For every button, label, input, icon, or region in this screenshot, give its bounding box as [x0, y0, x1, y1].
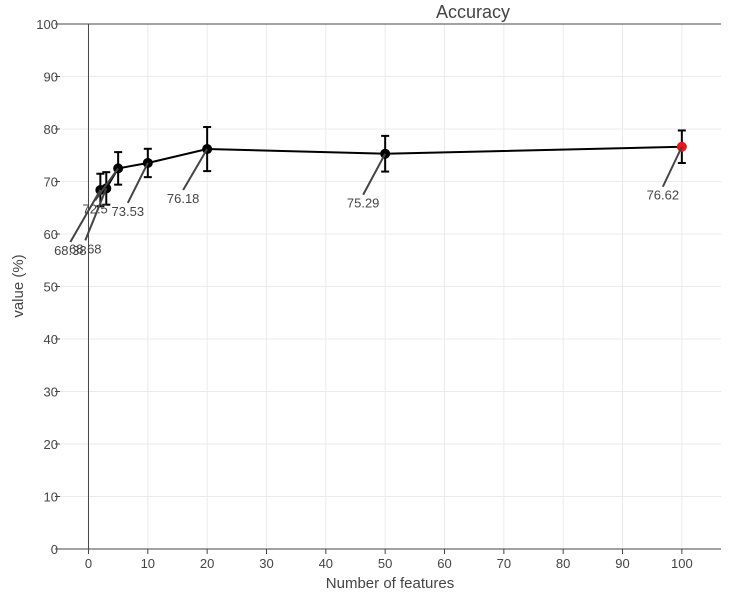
data-label: 72.5: [82, 201, 107, 216]
annotation-arrow: [362, 153, 387, 196]
data-label: 76.18: [167, 191, 200, 206]
y-tick-label: 50: [44, 280, 58, 295]
chart-title: Accuracy: [436, 2, 510, 22]
data-label: 68.38: [54, 243, 87, 258]
annotation-arrow: [661, 146, 683, 188]
y-tick-label: 60: [44, 227, 58, 242]
y-tick-label: 10: [44, 490, 58, 505]
x-tick-label: 10: [141, 556, 155, 571]
y-tick-label: 30: [44, 385, 58, 400]
x-tick-label: 20: [200, 556, 214, 571]
data-label: 73.53: [112, 204, 145, 219]
data-label: 75.29: [347, 196, 380, 211]
y-tick-label: 70: [44, 175, 58, 190]
x-tick-label: 50: [378, 556, 392, 571]
data-label: 76.62: [647, 188, 680, 203]
x-tick-label: 70: [497, 556, 511, 571]
annotation-arrow: [126, 162, 149, 204]
x-tick-label: 30: [259, 556, 273, 571]
x-tick-label: 80: [556, 556, 570, 571]
x-axis-title: Number of features: [326, 575, 454, 591]
axes: 0 10 20 30 40 50 60 70 80 90 100 0 10 20 30 40 50 60 70 80 9…: [36, 17, 721, 571]
x-tick-label: 90: [615, 556, 629, 571]
x-tick-label: 100: [671, 556, 693, 571]
data-label: 68.68: [69, 241, 102, 256]
y-tick-label: 0: [51, 542, 58, 557]
grid: [60, 23, 721, 549]
y-tick-label: 100: [36, 17, 58, 32]
x-tick-label: 40: [319, 556, 333, 571]
x-tick-label: 0: [85, 556, 92, 571]
x-tick-label: 60: [437, 556, 451, 571]
annotation-arrow: [182, 148, 209, 191]
y-axis-title: value (%): [10, 254, 27, 317]
y-tick-label: 80: [44, 122, 58, 137]
y-tick-label: 90: [44, 70, 58, 85]
annotation-arrow: [94, 167, 119, 201]
annotation-arrow: [84, 188, 108, 241]
y-tick-label: 40: [44, 332, 58, 347]
y-tick-label: 20: [44, 437, 58, 452]
